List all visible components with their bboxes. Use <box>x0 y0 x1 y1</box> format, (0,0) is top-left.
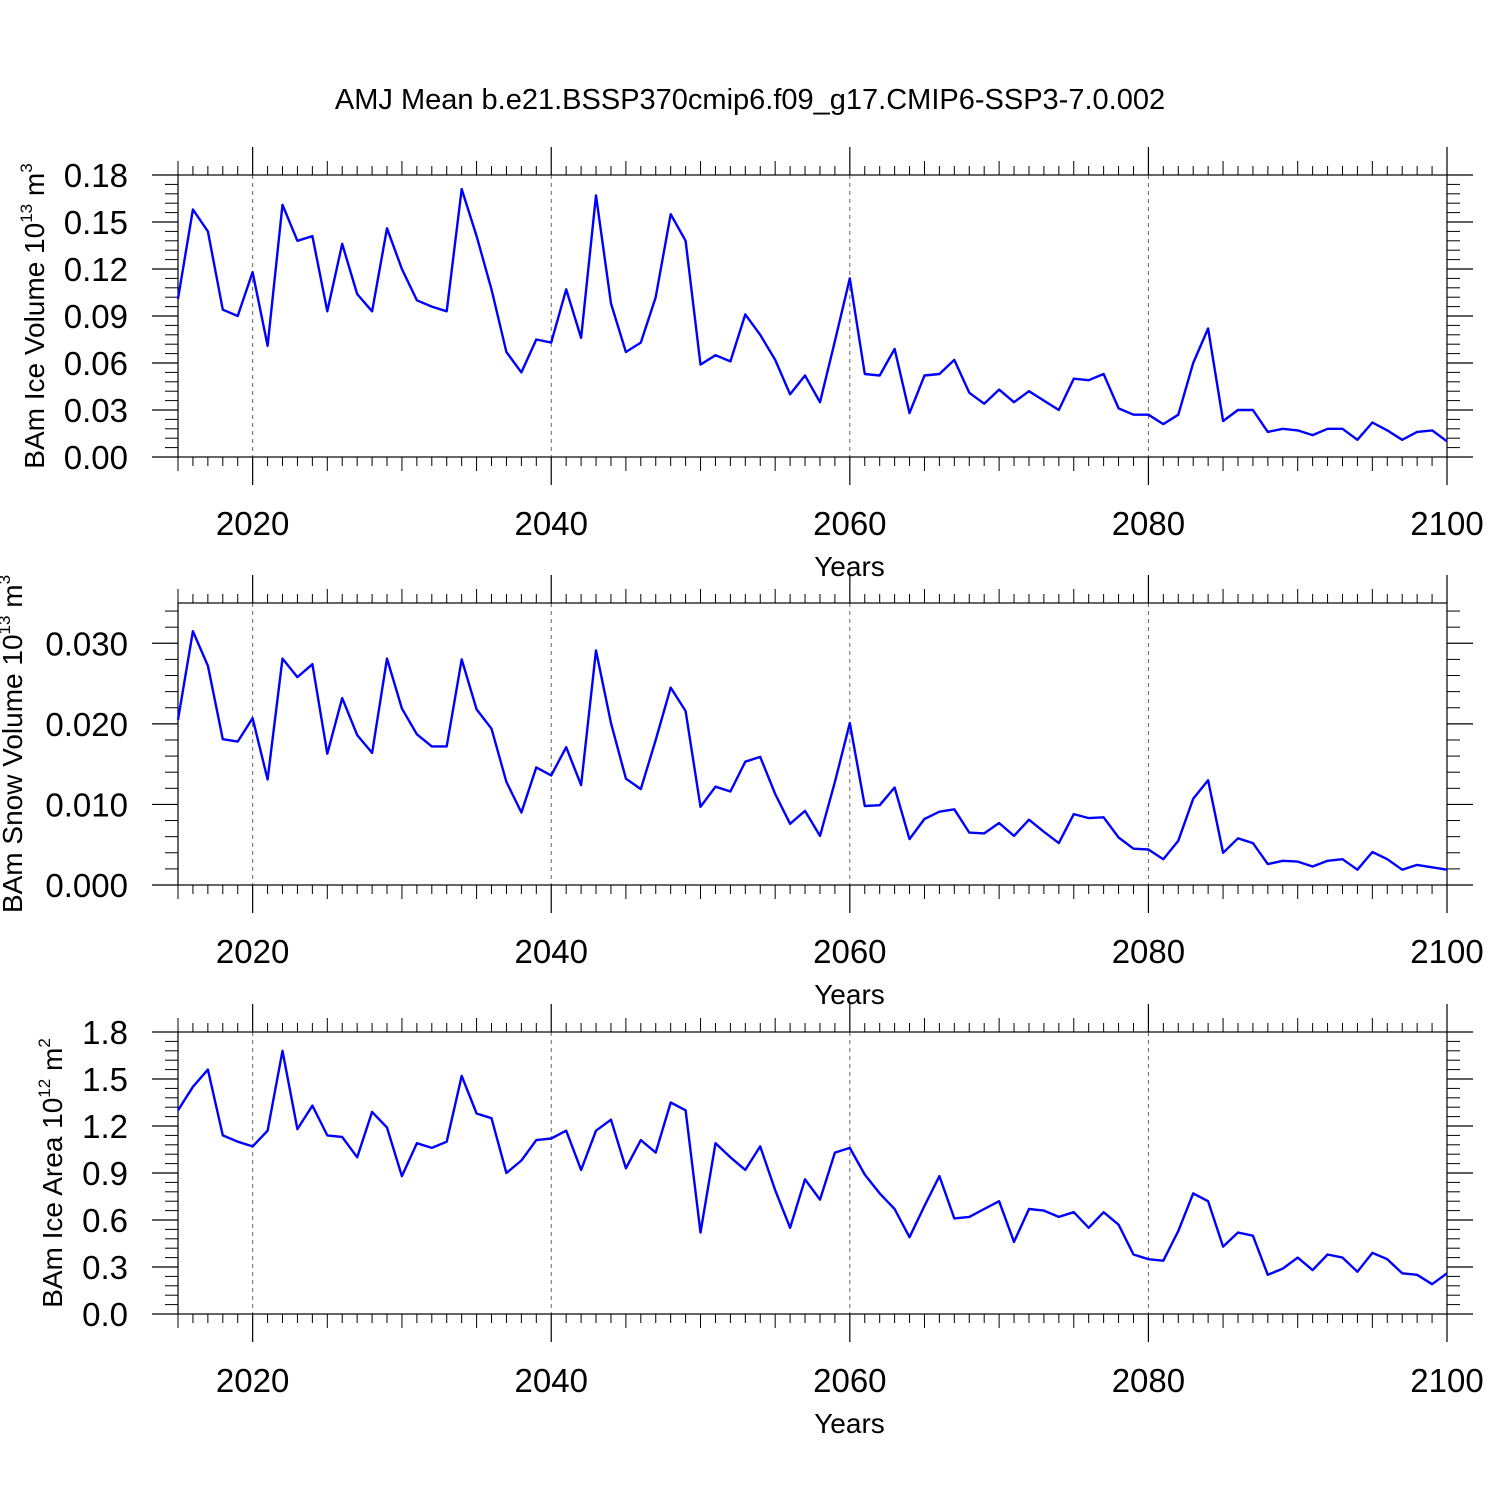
y-tick-label: 0.00 <box>64 439 128 476</box>
series-line <box>176 630 1448 871</box>
panel-1: 2020 2040 2060 2080 2100 0.00 0.03 0.06 0.09 0.12… <box>17 147 1484 582</box>
series-line <box>176 1049 1448 1286</box>
y-tick-label: 0.020 <box>45 706 128 743</box>
y-tick-label: 0.9 <box>82 1155 128 1192</box>
panel-3: 2020 2040 2060 2080 2100 0.0 0.3 0.6 0.9 1.2 1.5 1.… <box>35 1004 1484 1439</box>
plot-frame <box>177 602 1448 886</box>
y-tick-label: 0.12 <box>64 251 128 288</box>
y-tick-label: 0.03 <box>64 392 128 429</box>
y-tick-label: 0.0 <box>82 1296 128 1333</box>
x-tick-label: 2060 <box>813 933 886 970</box>
x-tick-label: 2080 <box>1112 1362 1185 1399</box>
y-axis-title: BAm Snow Volume 1013 m3 <box>0 575 28 913</box>
y-tick-label: 0.010 <box>45 786 128 823</box>
x-tick-label: 2040 <box>515 933 588 970</box>
x-tick-label: 2040 <box>515 1362 588 1399</box>
x-axis-title: Years <box>814 1408 885 1439</box>
x-tick-label: 2060 <box>813 1362 886 1399</box>
x-tick-label: 2020 <box>216 505 289 542</box>
x-tick-label: 2020 <box>216 1362 289 1399</box>
x-tick-label: 2100 <box>1410 1362 1483 1399</box>
y-axis-title: BAm Ice Volume 1013 m3 <box>17 163 50 468</box>
chart-title: AMJ Mean b.e21.BSSP370cmip6.f09_g17.CMIP… <box>334 84 1166 116</box>
y-axis-title: BAm Ice Area 1012 m2 <box>35 1038 68 1308</box>
y-tick-label: 0.18 <box>64 157 128 194</box>
x-tick-label: 2100 <box>1410 505 1483 542</box>
x-tick-label: 2060 <box>813 505 886 542</box>
y-tick-label: 1.8 <box>82 1014 128 1051</box>
x-tick-label: 2040 <box>515 505 588 542</box>
y-tick-label: 0.030 <box>45 625 128 662</box>
x-tick-label: 2020 <box>216 933 289 970</box>
plot-frame <box>177 1031 1448 1315</box>
y-tick-label: 0.15 <box>64 204 128 241</box>
x-tick-label: 2080 <box>1112 505 1185 542</box>
y-tick-label: 0.3 <box>82 1249 128 1286</box>
y-tick-label: 1.5 <box>82 1061 128 1098</box>
y-tick-label: 1.2 <box>82 1108 128 1145</box>
y-tick-label: 0.6 <box>82 1202 128 1239</box>
y-tick-label: 0.09 <box>64 298 128 335</box>
panel-2: 2020 2040 2060 2080 2100 0.000 0.010 0.020 0.030… <box>0 575 1484 1010</box>
x-tick-label: 2080 <box>1112 933 1185 970</box>
y-tick-label: 0.06 <box>64 345 128 382</box>
y-tick-label: 0.000 <box>45 867 128 904</box>
series-line <box>176 187 1448 443</box>
x-tick-label: 2100 <box>1410 933 1483 970</box>
